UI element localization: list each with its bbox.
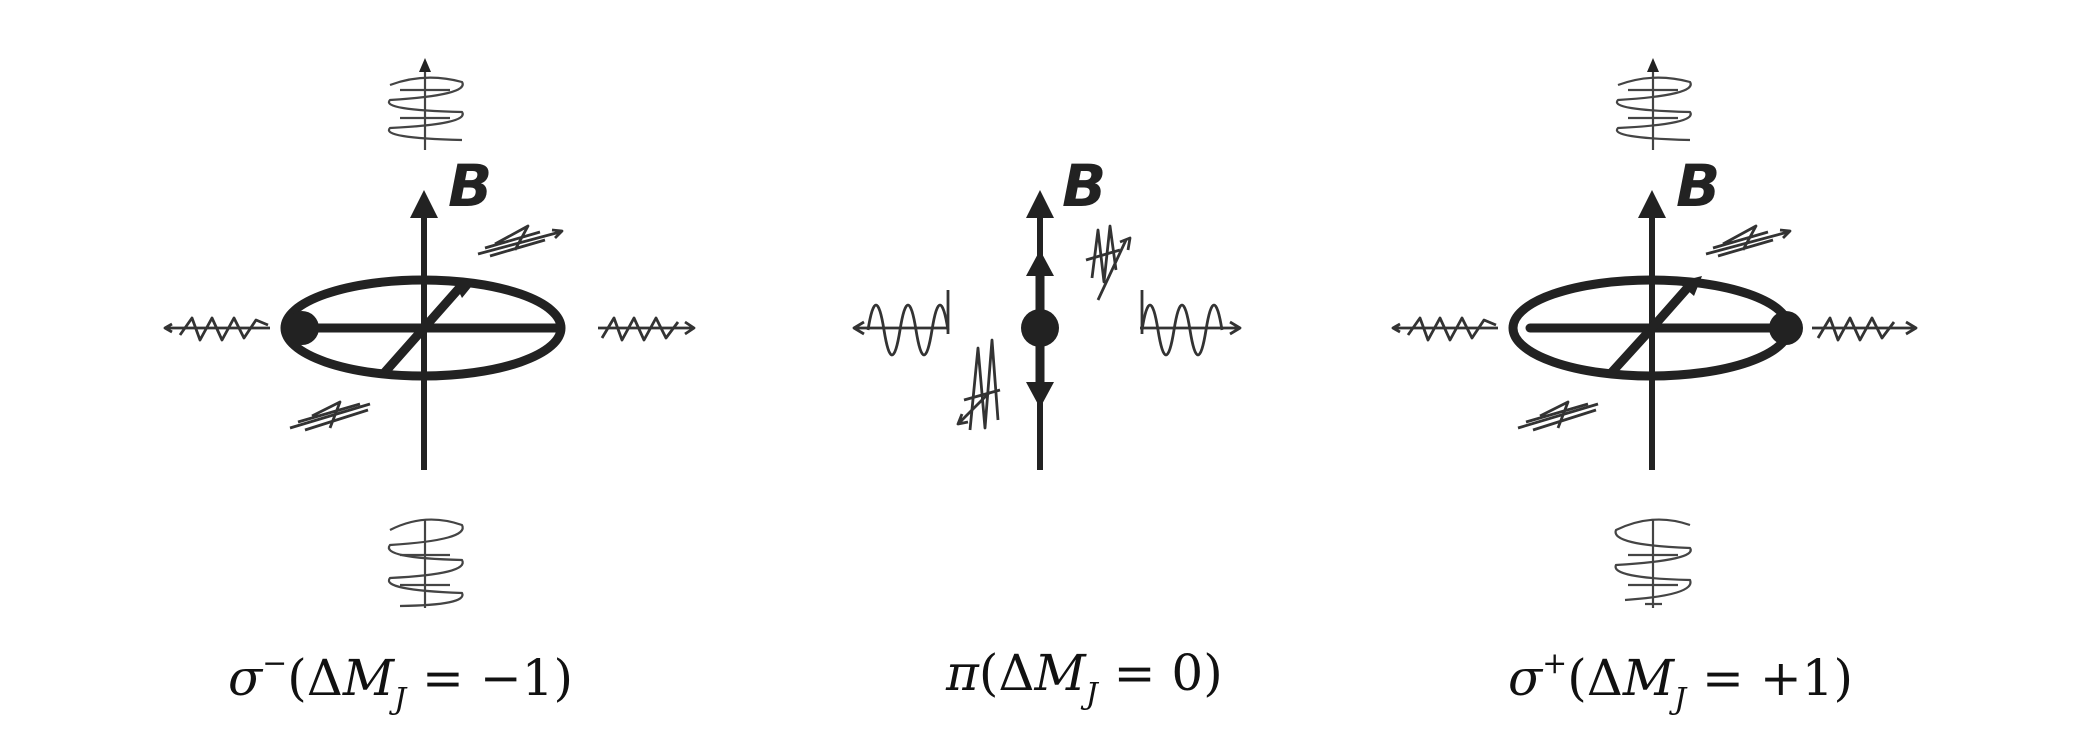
electron-dot — [1021, 309, 1059, 347]
caption-pi: π(ΔMJ = 0) — [945, 644, 1223, 712]
caption-sigma-minus: σ−(ΔMJ = −1) — [228, 646, 573, 717]
caption-sigma-plus: σ+(ΔMJ = +1) — [1508, 646, 1853, 717]
panel-pi: B — [852, 152, 1242, 470]
wave-right-icon — [1812, 316, 1918, 342]
wave-left-icon — [1391, 316, 1498, 342]
wave-diagonal-upper-icon — [477, 224, 564, 258]
field-arrow-icon — [410, 190, 438, 218]
wave-diagonal-lower-icon — [956, 338, 1001, 431]
field-label: B — [1062, 152, 1106, 220]
orbit-direction-icon — [1678, 276, 1702, 296]
helix-bottom-icon — [387, 518, 464, 608]
panel-sigma-plus: B — [1391, 58, 1918, 608]
field-label: B — [1676, 152, 1720, 220]
field-label: B — [448, 152, 492, 220]
wave-right-icon — [1140, 290, 1242, 357]
oscillation-down-icon — [1026, 382, 1054, 408]
wave-left-icon — [163, 316, 270, 342]
wave-right-icon — [598, 316, 696, 342]
oscillation-up-icon — [1026, 250, 1054, 276]
wave-left-icon — [852, 290, 950, 357]
wave-diagonal-lower-icon — [289, 400, 371, 432]
wave-diagonal-upper-icon — [1085, 224, 1132, 301]
helix-top-icon — [387, 58, 464, 150]
wave-diagonal-upper-icon — [1705, 224, 1792, 258]
wave-diagonal-lower-icon — [1517, 400, 1599, 432]
electron-dot — [1769, 311, 1803, 345]
helix-bottom-icon — [1614, 518, 1692, 608]
field-arrow-icon — [1638, 190, 1666, 218]
field-arrow-icon — [1026, 190, 1054, 218]
helix-top-icon — [1615, 58, 1692, 150]
electron-dot — [285, 311, 319, 345]
panel-sigma-minus: B — [163, 58, 696, 608]
orbit-direction-icon — [452, 278, 475, 298]
